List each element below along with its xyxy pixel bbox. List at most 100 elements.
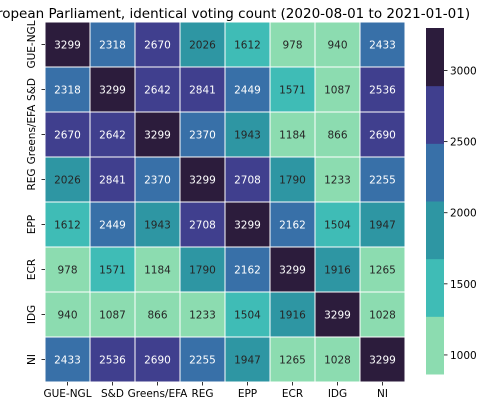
y-tick-label: S&D: [26, 78, 38, 101]
cell-value-label: 2642: [144, 85, 171, 97]
colorbar-segment: [426, 85, 444, 144]
x-tick-label: NI: [377, 388, 388, 400]
cell-value-label: 1184: [144, 265, 171, 277]
cell-value-label: 3299: [144, 130, 171, 142]
heatmap-cell: [269, 291, 316, 338]
cell-value-label: 1947: [234, 355, 261, 367]
cell-value-label: 1571: [279, 85, 306, 97]
heatmap-cell: [359, 21, 406, 68]
cell-value-label: 2536: [99, 355, 126, 367]
cell-value-label: 1265: [279, 355, 306, 367]
colorbar-segment: [426, 201, 444, 260]
y-tick-label: NI: [26, 354, 38, 365]
cell-value-label: 1233: [324, 175, 351, 187]
cell-value-label: 2536: [369, 85, 396, 97]
cell-value-label: 940: [327, 40, 347, 52]
colorbar-segment: [426, 258, 444, 317]
cell-value-label: 2255: [369, 175, 396, 187]
heatmap-cell: [44, 291, 91, 338]
heatmap-cell: [359, 111, 406, 158]
colorbar-tick-label: 2000: [450, 208, 477, 220]
cell-value-label: 1916: [279, 310, 306, 322]
heatmap-cell: [224, 291, 271, 338]
heatmap-cell: [224, 111, 271, 158]
cell-value-label: 3299: [279, 265, 306, 277]
heatmap-cells: 3299 2318 2670 2026 1612 978 940 2433 2318 3299 26…: [44, 21, 406, 383]
cell-value-label: 3299: [189, 175, 216, 187]
colorbar: 1000 1500 2000 2500 3000: [426, 28, 477, 375]
heatmap-cell: [44, 21, 91, 68]
x-axis: GUE-NGL S&D Greens/EFA REG EPP ECR IDG NI: [43, 382, 388, 400]
x-tick-label: ECR: [282, 388, 303, 400]
y-tick-label: REG: [26, 168, 38, 190]
heatmap-cell: [269, 21, 316, 68]
y-tick-label: ECR: [26, 259, 38, 280]
cell-value-label: 1947: [369, 220, 396, 232]
heatmap-cell: [314, 246, 361, 293]
heatmap-cell: [359, 66, 406, 113]
heatmap-cell: [359, 246, 406, 293]
cell-value-label: 866: [147, 310, 167, 322]
colorbar-tick-label: 2500: [450, 137, 477, 149]
cell-value-label: 3299: [369, 355, 396, 367]
y-tick-label: GUE-NGL: [26, 20, 38, 68]
cell-value-label: 3299: [99, 85, 126, 97]
cell-value-label: 1087: [99, 310, 126, 322]
cell-value-label: 1612: [234, 40, 261, 52]
cell-value-label: 2690: [144, 355, 171, 367]
heatmap-cell: [314, 111, 361, 158]
cell-value-label: 1943: [144, 220, 171, 232]
heatmap-cell: [224, 336, 271, 383]
cell-value-label: 2318: [54, 85, 81, 97]
heatmap-cell: [134, 111, 181, 158]
cell-value-label: 2318: [99, 40, 126, 52]
heatmap-cell: [134, 156, 181, 203]
cell-value-label: 3299: [234, 220, 261, 232]
heatmap-cell: [359, 201, 406, 248]
cell-value-label: 3299: [54, 40, 81, 52]
cell-value-label: 2670: [144, 40, 171, 52]
x-tick-label: S&D: [101, 388, 124, 400]
cell-value-label: 1571: [99, 265, 126, 277]
cell-value-label: 940: [57, 310, 77, 322]
cell-value-label: 2690: [369, 130, 396, 142]
cell-value-label: 2255: [189, 355, 216, 367]
heatmap-cell: [314, 291, 361, 338]
y-axis: GUE-NGL S&D Greens/EFA REG EPP ECR IDG NI: [26, 20, 45, 365]
y-tick-label: EPP: [26, 215, 38, 234]
cell-value-label: 1265: [369, 265, 396, 277]
cell-value-label: 978: [57, 265, 77, 277]
heatmap-cell: [224, 246, 271, 293]
heatmap-cell: [269, 246, 316, 293]
y-tick-label: Greens/EFA: [26, 104, 38, 165]
colorbar-tick-label: 1000: [450, 350, 477, 362]
y-tick-label: IDG: [26, 305, 38, 324]
cell-value-label: 2708: [234, 175, 261, 187]
colorbar-segment: [426, 28, 444, 87]
heatmap-cell: [224, 156, 271, 203]
cell-value-label: 1087: [324, 85, 351, 97]
cell-value-label: 1028: [324, 355, 351, 367]
cell-value-label: 2162: [279, 220, 306, 232]
colorbar-tick-label: 3000: [450, 66, 477, 78]
heatmap-cell: [179, 201, 226, 248]
colorbar-segment: [426, 316, 444, 375]
heatmap-cell: [89, 291, 136, 338]
cell-value-label: 2370: [144, 175, 171, 187]
cell-value-label: 2449: [99, 220, 126, 232]
heatmap-cell: [89, 246, 136, 293]
cell-value-label: 2026: [54, 175, 81, 187]
cell-value-label: 1916: [324, 265, 351, 277]
heatmap-cell: [134, 246, 181, 293]
heatmap-cell: [89, 21, 136, 68]
heatmap-cell: [179, 111, 226, 158]
cell-value-label: 1233: [189, 310, 216, 322]
cell-value-label: 2449: [234, 85, 261, 97]
cell-value-label: 1790: [189, 265, 216, 277]
cell-value-label: 2370: [189, 130, 216, 142]
cell-value-label: 1943: [234, 130, 261, 142]
cell-value-label: 2841: [99, 175, 126, 187]
colorbar-segment: [426, 143, 444, 202]
cell-value-label: 1612: [54, 220, 81, 232]
